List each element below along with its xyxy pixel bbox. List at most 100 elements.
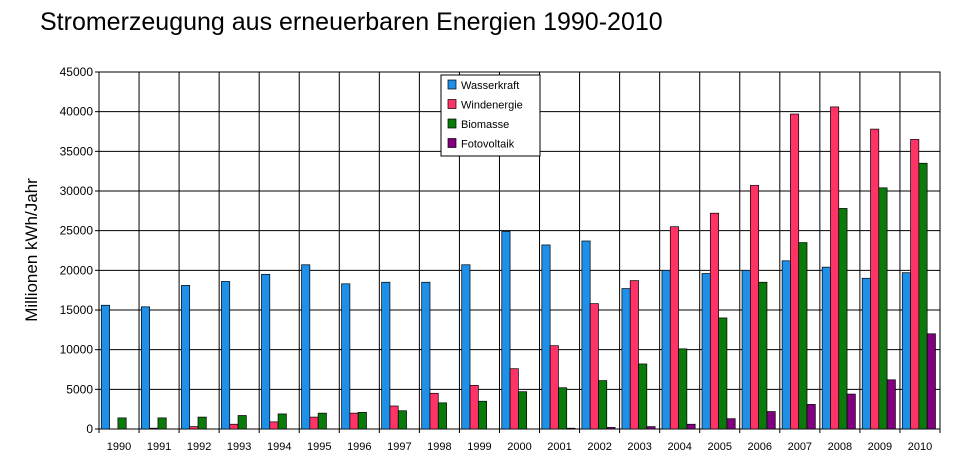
- x-tick-label: 1994: [267, 441, 291, 453]
- bar-biomasse-1992: [197, 416, 207, 430]
- bar-windenergie-2001: [549, 345, 559, 430]
- bar-fotovoltaik-2003: [646, 426, 656, 430]
- x-tick-label: 2005: [707, 441, 731, 453]
- y-tick-label: 40000: [60, 105, 94, 119]
- bar-wasserkraft-2002: [581, 240, 591, 430]
- x-tick-label: 1996: [347, 441, 371, 453]
- bar-wasserkraft-1995: [301, 264, 311, 430]
- x-tick-label: 2006: [748, 441, 772, 453]
- bar-biomasse-2009: [878, 187, 888, 430]
- bar-biomasse-1995: [317, 412, 327, 430]
- x-tick-label: 2001: [547, 441, 571, 453]
- bar-windenergie-2004: [669, 226, 679, 430]
- y-tick-label: 25000: [60, 224, 94, 238]
- bar-windenergie-1992: [189, 426, 199, 430]
- bar-windenergie-1997: [389, 405, 399, 430]
- bar-biomasse-1997: [397, 410, 407, 430]
- x-tick-label: 1992: [187, 441, 211, 453]
- bar-windenergie-2000: [509, 368, 519, 430]
- bar-wasserkraft-2006: [741, 269, 751, 430]
- bar-windenergie-2007: [790, 113, 800, 430]
- legend-label-wasserkraft: Wasserkraft: [461, 80, 519, 92]
- bar-windenergie-2003: [629, 280, 639, 430]
- x-tick-label: 1995: [307, 441, 331, 453]
- bar-fotovoltaik-2004: [686, 423, 696, 430]
- x-tick-label: 2000: [507, 441, 531, 453]
- bar-biomasse-1990: [117, 417, 127, 430]
- bar-wasserkraft-2004: [661, 269, 671, 430]
- x-tick-label: 2008: [828, 441, 852, 453]
- y-tick-label: 10000: [60, 343, 94, 357]
- bar-fotovoltaik-2006: [766, 411, 776, 430]
- y-tick-label: 30000: [60, 184, 94, 198]
- legend-box: [440, 74, 541, 157]
- bar-biomasse-2006: [758, 281, 768, 430]
- bar-fotovoltaik-2009: [886, 379, 896, 430]
- bar-wasserkraft-1992: [181, 285, 191, 430]
- bar-wasserkraft-2010: [901, 272, 911, 430]
- bar-fotovoltaik-2008: [846, 393, 856, 430]
- bar-wasserkraft-2008: [821, 266, 831, 430]
- bar-windenergie-2005: [709, 212, 719, 430]
- bar-fotovoltaik-2010: [926, 333, 936, 430]
- y-tick-label: 5000: [66, 382, 93, 396]
- bar-fotovoltaik-2007: [806, 404, 816, 430]
- bar-biomasse-2005: [718, 317, 728, 430]
- y-tick-label: 0: [86, 422, 93, 436]
- bar-wasserkraft-1999: [461, 264, 471, 430]
- bar-windenergie-1995: [309, 416, 319, 430]
- x-tick-label: 2009: [868, 441, 892, 453]
- bar-windenergie-1991: [149, 427, 159, 430]
- bar-wasserkraft-2001: [541, 244, 551, 430]
- bar-wasserkraft-1998: [421, 281, 431, 430]
- bar-biomasse-1998: [437, 402, 447, 430]
- bar-wasserkraft-1994: [261, 273, 271, 430]
- x-tick-label: 1991: [147, 441, 171, 453]
- y-tick-label: 20000: [60, 263, 94, 277]
- x-tick-label: 1990: [107, 441, 131, 453]
- bar-biomasse-2008: [838, 208, 848, 430]
- bar-windenergie-1999: [469, 385, 479, 430]
- bar-windenergie-2009: [870, 128, 880, 430]
- bar-windenergie-1996: [349, 412, 359, 430]
- bar-biomasse-2007: [798, 242, 808, 430]
- bar-wasserkraft-2003: [621, 288, 631, 430]
- bar-windenergie-1994: [269, 421, 279, 430]
- y-tick-label: 45000: [60, 65, 94, 79]
- legend-label-biomasse: Biomasse: [461, 119, 509, 131]
- legend-swatch-windenergie: [447, 99, 457, 109]
- legend-label-windenergie: Windenergie: [461, 100, 523, 112]
- legend-swatch-biomasse: [447, 118, 457, 129]
- legend-swatch-fotovoltaik: [447, 138, 457, 148]
- bar-biomasse-2003: [638, 363, 648, 430]
- bar-wasserkraft-2007: [781, 260, 791, 430]
- bar-biomasse-1993: [237, 415, 247, 430]
- y-axis-label: Millionen kWh/Jahr: [22, 178, 41, 322]
- bar-wasserkraft-1990: [100, 304, 110, 430]
- bar-biomasse-1991: [157, 417, 167, 430]
- y-tick-label: 35000: [60, 144, 94, 158]
- x-tick-label: 2010: [908, 441, 932, 453]
- bar-biomasse-2002: [598, 380, 608, 430]
- bar-windenergie-2002: [589, 303, 599, 430]
- axis-layer: 0 5000 10000 15000 20000 25000 30000 35000 40000…: [60, 65, 941, 453]
- bar-biomasse-2010: [918, 162, 928, 430]
- bar-windenergie-2008: [830, 106, 840, 430]
- bar-windenergie-1993: [229, 423, 239, 430]
- bar-biomasse-2000: [518, 391, 528, 430]
- bar-wasserkraft-1996: [341, 283, 351, 430]
- bar-windenergie-1998: [429, 392, 439, 430]
- bar-windenergie-2006: [750, 185, 760, 430]
- bar-wasserkraft-1997: [381, 281, 391, 430]
- x-tick-label: 1993: [227, 441, 251, 453]
- bar-fotovoltaik-2001: [566, 427, 576, 430]
- legend-swatch-wasserkraft: [447, 79, 457, 90]
- x-tick-label: 1998: [427, 441, 451, 453]
- bar-biomasse-1999: [477, 400, 487, 430]
- bar-wasserkraft-2009: [861, 277, 871, 430]
- chart-title: Stromerzeugung aus erneuerbaren Energien…: [40, 8, 663, 36]
- bar-biomasse-1996: [357, 411, 367, 430]
- bars-layer: [100, 106, 936, 430]
- legend-label-fotovoltaik: Fotovoltaik: [461, 139, 515, 151]
